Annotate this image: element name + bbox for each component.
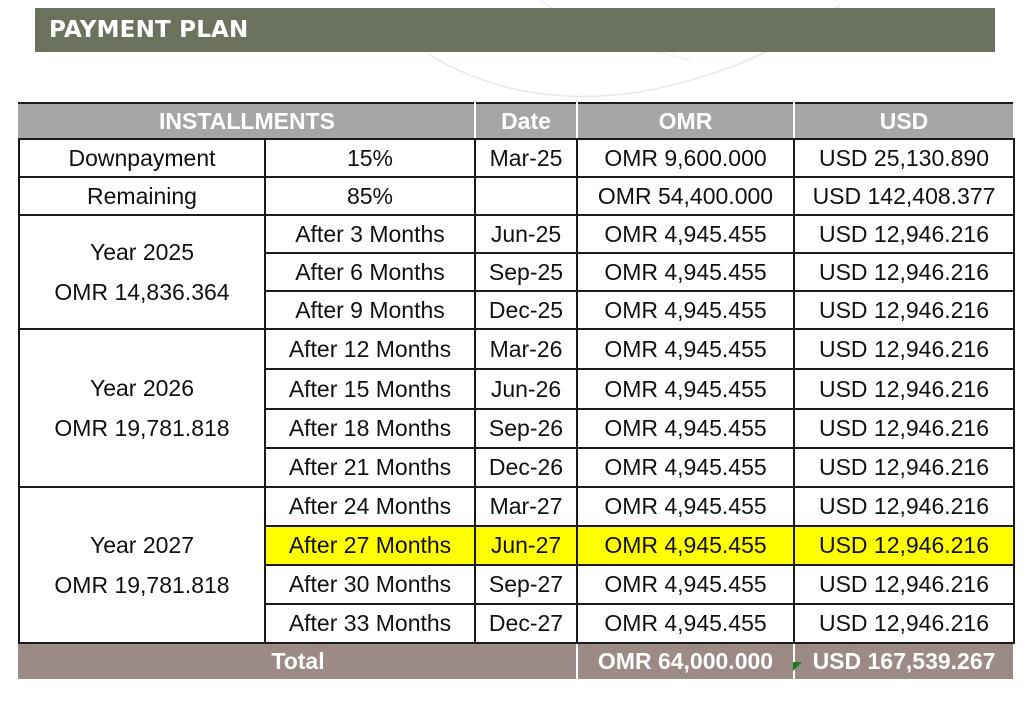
- installment-date: Dec-27: [474, 603, 578, 644]
- installment-period: After 9 Months: [264, 290, 476, 330]
- installment-row: Year 2025 OMR 14,836.364 After 3 Months …: [18, 214, 1015, 330]
- total-usd: USD 167,539.267: [793, 642, 1015, 681]
- installment-row: After 9 Months Dec-25 OMR 4,945.455 USD …: [19, 290, 1015, 330]
- remaining-usd: USD 142,408.377: [793, 176, 1015, 216]
- installment-date: Dec-26: [474, 447, 578, 488]
- banner-title: PAYMENT PLAN: [49, 17, 249, 43]
- year-group-2027: Year 2027 OMR 19,781.818: [18, 486, 266, 644]
- installment-omr: OMR 4,945.455: [576, 290, 795, 330]
- installment-row: After 18 Months Sep-26 OMR 4,945.455 USD…: [19, 408, 1015, 449]
- remaining-omr: OMR 54,400.000: [576, 176, 795, 216]
- installment-omr: OMR 4,945.455: [576, 603, 795, 644]
- installment-row-highlighted: After 27 Months Jun-27 OMR 4,945.455 USD…: [19, 525, 1015, 566]
- installment-row: After 21 Months Dec-26 OMR 4,945.455 USD…: [19, 447, 1015, 488]
- downpayment-label: Downpayment: [18, 138, 266, 178]
- installment-period: After 18 Months: [264, 408, 476, 449]
- installment-period: After 12 Months: [264, 328, 476, 370]
- installment-omr: OMR 4,945.455: [576, 486, 795, 527]
- installment-date: Mar-27: [474, 486, 578, 527]
- installment-omr: OMR 4,945.455: [576, 525, 795, 566]
- installment-usd: USD 12,946.216: [793, 290, 1015, 330]
- downpayment-usd: USD 25,130.890: [793, 138, 1015, 178]
- installment-omr: OMR 4,945.455: [576, 564, 795, 605]
- installment-period: After 33 Months: [264, 603, 476, 644]
- installment-usd: USD 12,946.216: [793, 603, 1015, 644]
- downpayment-percent: 15%: [264, 138, 476, 178]
- installment-usd: USD 12,946.216: [793, 486, 1015, 527]
- installment-row: After 6 Months Sep-25 OMR 4,945.455 USD …: [19, 252, 1015, 292]
- installment-usd: USD 12,946.216: [793, 525, 1015, 566]
- year-label: Year 2026: [89, 375, 195, 401]
- installment-period: After 3 Months: [264, 214, 476, 254]
- installment-row: Year 2027 OMR 19,781.818 After 24 Months…: [18, 486, 1015, 644]
- installment-row: After 15 Months Jun-26 OMR 4,945.455 USD…: [19, 368, 1015, 410]
- installment-period: After 6 Months: [264, 252, 476, 292]
- downpayment-omr: OMR 9,600.000: [576, 138, 795, 178]
- installment-date: Jun-26: [474, 368, 578, 410]
- installment-omr: OMR 4,945.455: [576, 408, 795, 449]
- cell-comment-indicator-icon: [793, 662, 802, 671]
- installment-date: Sep-25: [474, 252, 578, 292]
- installment-omr: OMR 4,945.455: [576, 368, 795, 410]
- total-row: Total OMR 64,000.000 USD 167,539.267: [18, 642, 1015, 681]
- installment-usd: USD 12,946.216: [793, 328, 1015, 370]
- installment-period: After 24 Months: [264, 486, 476, 527]
- year-group-2026: Year 2026 OMR 19,781.818: [18, 328, 266, 488]
- year-label: Year 2025: [89, 239, 195, 265]
- payment-plan-table: INSTALLMENTS Date OMR USD Downpayment 15…: [18, 102, 1015, 681]
- installment-date: Sep-27: [474, 564, 578, 605]
- installment-row: After 30 Months Sep-27 OMR 4,945.455 USD…: [19, 564, 1015, 605]
- remaining-label: Remaining: [18, 176, 266, 216]
- header-omr: OMR: [576, 102, 795, 140]
- installment-usd: USD 12,946.216: [793, 408, 1015, 449]
- downpayment-row: Downpayment 15% Mar-25 OMR 9,600.000 USD…: [18, 138, 1015, 178]
- year-total: OMR 14,836.364: [54, 279, 230, 305]
- total-label: Total: [18, 642, 578, 681]
- payment-plan-banner: PAYMENT PLAN: [35, 8, 995, 52]
- remaining-date: [474, 176, 578, 216]
- remaining-row: Remaining 85% OMR 54,400.000 USD 142,408…: [18, 176, 1015, 216]
- installment-usd: USD 12,946.216: [793, 564, 1015, 605]
- header-usd: USD: [793, 102, 1015, 140]
- installment-date: Jun-25: [474, 214, 578, 254]
- installment-omr: OMR 4,945.455: [576, 447, 795, 488]
- year-label: Year 2027: [89, 532, 195, 558]
- installment-date: Jun-27: [474, 525, 578, 566]
- installment-usd: USD 12,946.216: [793, 252, 1015, 292]
- table-header-row: INSTALLMENTS Date OMR USD: [18, 102, 1015, 140]
- installment-date: Mar-26: [474, 328, 578, 370]
- installment-usd: USD 12,946.216: [793, 368, 1015, 410]
- header-date: Date: [474, 102, 578, 140]
- installment-period: After 30 Months: [264, 564, 476, 605]
- year-total: OMR 19,781.818: [54, 572, 230, 598]
- installment-date: Sep-26: [474, 408, 578, 449]
- installment-usd: USD 12,946.216: [793, 214, 1015, 254]
- downpayment-date: Mar-25: [474, 138, 578, 178]
- year-total: OMR 19,781.818: [54, 415, 230, 441]
- installment-period: After 15 Months: [264, 368, 476, 410]
- installment-row: Year 2026 OMR 19,781.818 After 12 Months…: [18, 328, 1015, 488]
- installment-period: After 21 Months: [264, 447, 476, 488]
- installment-date: Dec-25: [474, 290, 578, 330]
- header-installments: INSTALLMENTS: [18, 102, 476, 140]
- installment-row: After 33 Months Dec-27 OMR 4,945.455 USD…: [19, 603, 1015, 644]
- total-omr: OMR 64,000.000: [576, 642, 795, 681]
- installment-omr: OMR 4,945.455: [576, 252, 795, 292]
- installment-omr: OMR 4,945.455: [576, 214, 795, 254]
- installment-usd: USD 12,946.216: [793, 447, 1015, 488]
- year-group-2025: Year 2025 OMR 14,836.364: [18, 214, 266, 330]
- remaining-percent: 85%: [264, 176, 476, 216]
- installment-omr: OMR 4,945.455: [576, 328, 795, 370]
- installment-period: After 27 Months: [264, 525, 476, 566]
